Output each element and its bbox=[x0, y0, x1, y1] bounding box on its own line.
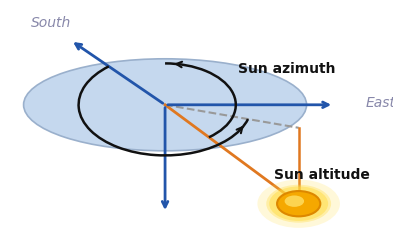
Circle shape bbox=[257, 180, 340, 228]
Text: South: South bbox=[31, 16, 71, 30]
Circle shape bbox=[266, 185, 331, 223]
Circle shape bbox=[269, 187, 328, 221]
Text: Sun azimuth: Sun azimuth bbox=[238, 62, 336, 76]
Circle shape bbox=[277, 191, 320, 216]
Text: Sun altitude: Sun altitude bbox=[274, 167, 370, 181]
Ellipse shape bbox=[24, 60, 307, 151]
Text: East: East bbox=[365, 96, 393, 110]
Circle shape bbox=[285, 196, 304, 207]
